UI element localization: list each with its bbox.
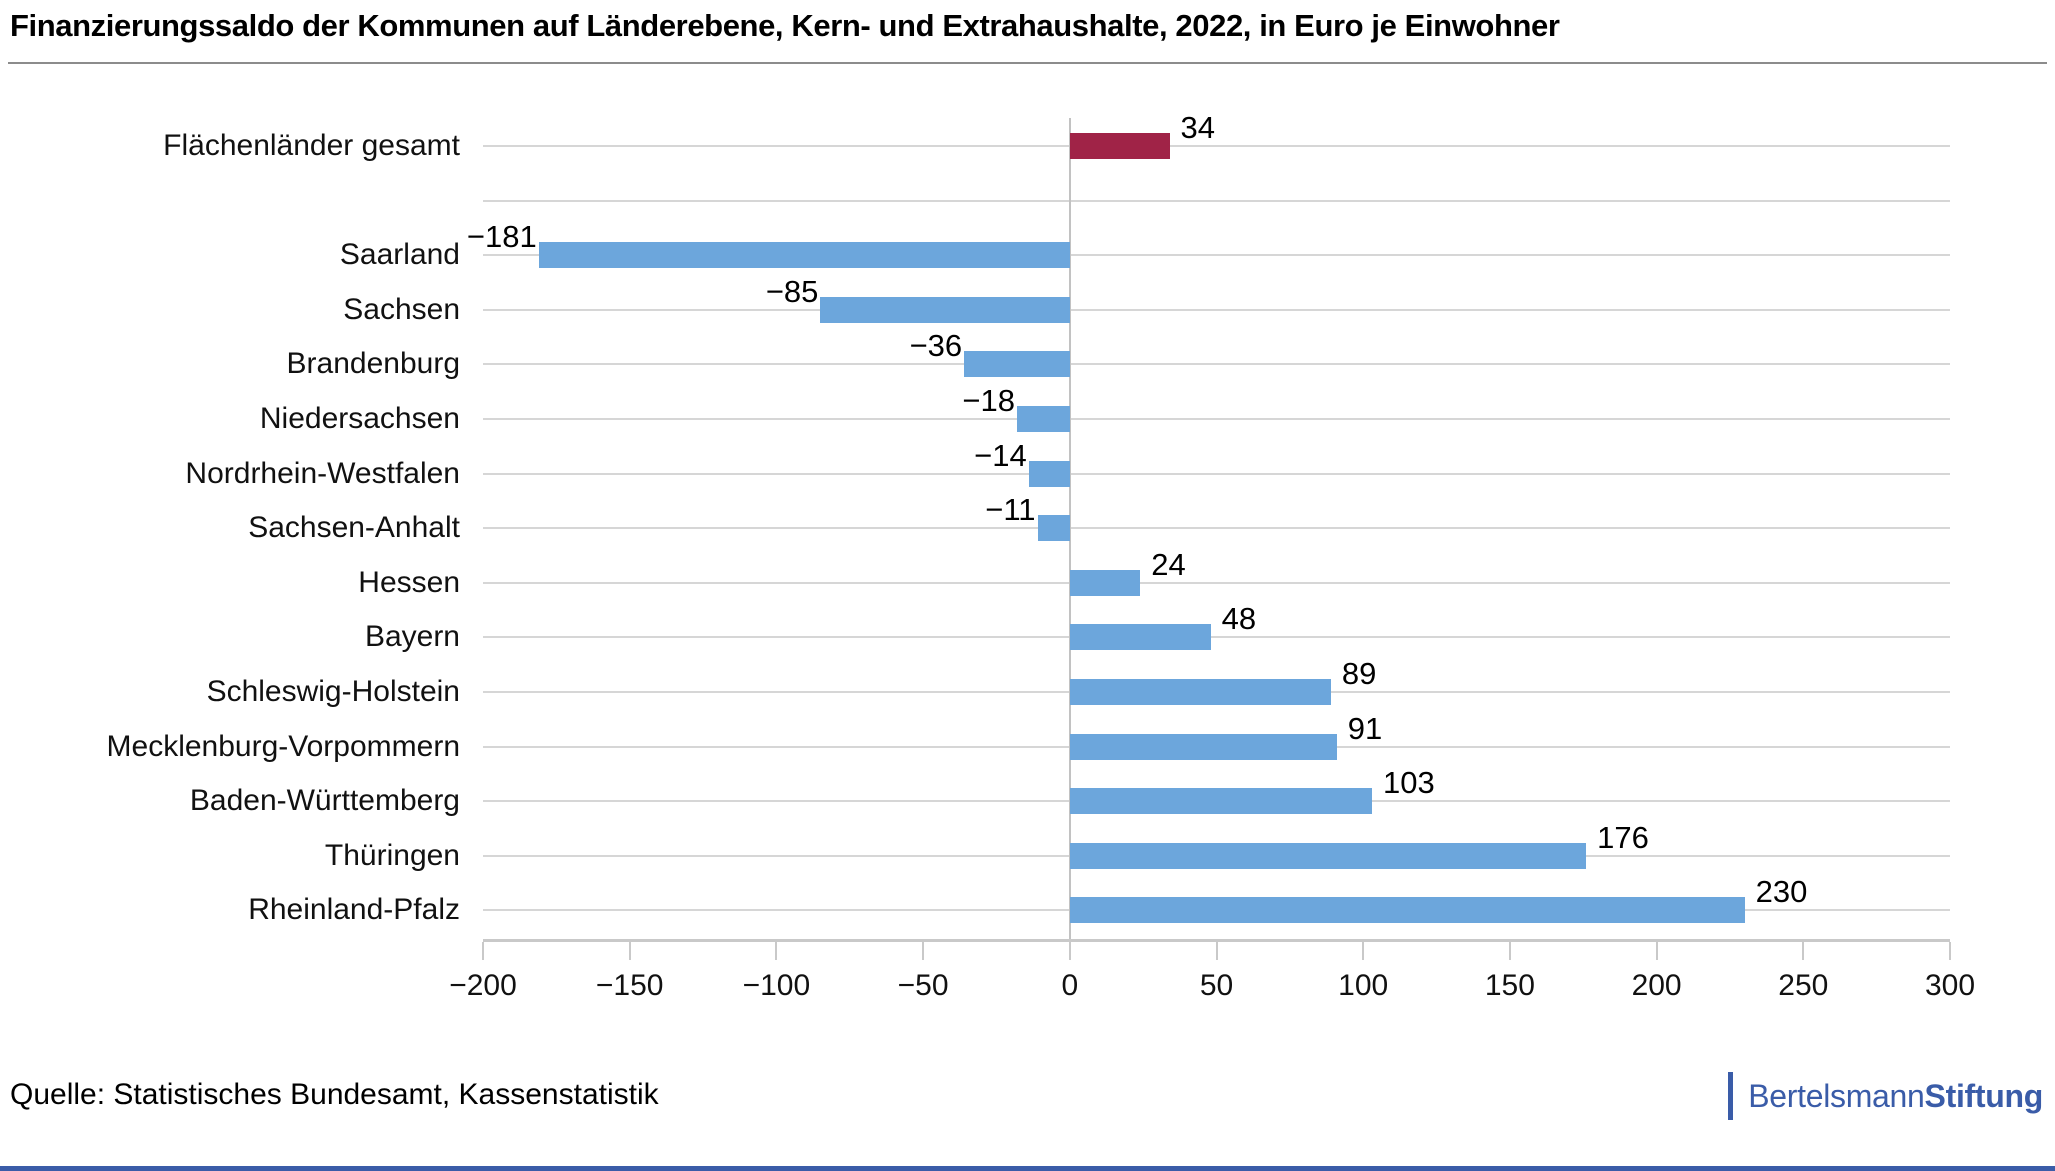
- x-axis-tick-label: 250: [1778, 969, 1829, 1002]
- zero-baseline: [1068, 118, 1071, 939]
- row-gridline: [483, 418, 1950, 420]
- bar: [1028, 460, 1070, 487]
- bar: [1069, 897, 1745, 924]
- row-gridline: [483, 472, 1950, 475]
- x-axis-tick: [628, 942, 631, 960]
- category-label: Nordrhein-Westfalen: [185, 456, 460, 490]
- row-gridline: [483, 636, 1950, 639]
- bar: [1069, 624, 1211, 651]
- category-label: Mecklenburg-Vorpommern: [106, 729, 460, 763]
- bar: [538, 242, 1070, 269]
- x-axis-tick: [775, 942, 778, 960]
- x-axis-tick-label: 300: [1924, 969, 1976, 1002]
- bar: [1069, 788, 1372, 815]
- category-label: Niedersachsen: [259, 402, 460, 435]
- value-label: 24: [1151, 546, 1186, 582]
- x-axis-tick: [1508, 942, 1511, 960]
- row-gridline: [483, 527, 1950, 530]
- x-axis-tick-label: −50: [897, 969, 949, 1002]
- logo-text-prefix: Bertelsmann: [1748, 1077, 1925, 1114]
- row-gridline: [483, 581, 1950, 584]
- x-axis-line: [483, 939, 1950, 942]
- logo-vertical-bar-icon: [1728, 1072, 1734, 1120]
- x-axis-tick: [1655, 942, 1658, 960]
- bar: [1069, 679, 1331, 705]
- category-label: Flächenländer gesamt: [163, 129, 460, 162]
- row-gridline: [483, 308, 1950, 311]
- x-axis-tick: [1215, 942, 1218, 960]
- category-label: Rheinland-Pfalz: [248, 893, 460, 927]
- x-axis-tick-label: 50: [1199, 969, 1234, 1002]
- row-gridline: [483, 254, 1950, 257]
- bottom-accent-rule: [0, 1166, 2055, 1171]
- category-label: Schleswig-Holstein: [206, 675, 460, 708]
- source-note: Quelle: Statistisches Bundesamt, Kassens…: [10, 1078, 659, 1111]
- x-axis-tick-label: 200: [1631, 969, 1682, 1002]
- x-axis-tick: [1362, 942, 1365, 960]
- category-label: Baden-Württemberg: [189, 784, 460, 818]
- bar: [1069, 569, 1141, 596]
- bar: [1037, 515, 1070, 542]
- bertelsmann-stiftung-logo: BertelsmannStiftung: [1728, 1072, 2043, 1120]
- row-gridline: [483, 145, 1950, 147]
- category-label: Bayern: [364, 620, 460, 654]
- x-axis-tick: [1068, 942, 1071, 960]
- category-label: Brandenburg: [286, 347, 460, 381]
- x-axis-tick-label: 0: [1061, 969, 1079, 1002]
- value-label: 91: [1347, 710, 1383, 746]
- bar: [820, 296, 1070, 323]
- value-label: 48: [1221, 601, 1257, 637]
- category-label: Saarland: [339, 238, 460, 272]
- x-axis-tick-label: −200: [449, 969, 517, 1002]
- value-label: −18: [962, 383, 1015, 418]
- bar: [1069, 842, 1587, 869]
- x-axis-tick-label: 150: [1484, 969, 1535, 1002]
- bar: [1016, 406, 1070, 432]
- x-axis-tick: [1949, 942, 1951, 960]
- category-label: Sachsen-Anhalt: [248, 511, 460, 545]
- x-axis-tick-label: −100: [742, 969, 811, 1002]
- row-gridline: [483, 199, 1950, 202]
- category-label: Thüringen: [324, 838, 460, 872]
- value-label: −14: [974, 437, 1027, 473]
- x-axis-tick-label: 100: [1338, 969, 1389, 1002]
- chart-title: Finanzierungssaldo der Kommunen auf Länd…: [10, 8, 1560, 43]
- title-divider: [8, 62, 2047, 64]
- bar: [964, 351, 1070, 378]
- logo-text-suffix: Stiftung: [1924, 1077, 2044, 1114]
- x-axis-tick: [482, 942, 484, 960]
- value-label: 89: [1341, 656, 1377, 691]
- value-label: −181: [466, 219, 537, 255]
- x-axis-tick-label: −150: [595, 969, 664, 1002]
- x-axis-tick: [922, 942, 925, 960]
- value-label: −85: [765, 273, 819, 309]
- value-label: 103: [1383, 765, 1435, 801]
- bar-highlight: [1069, 133, 1170, 159]
- value-label: 176: [1597, 819, 1649, 855]
- value-label: 34: [1180, 110, 1216, 145]
- value-label: −36: [909, 328, 963, 364]
- value-label: −11: [985, 492, 1036, 528]
- category-label: Hessen: [358, 565, 460, 599]
- x-axis-tick: [1802, 942, 1805, 960]
- value-label: 230: [1755, 874, 1808, 910]
- logo-text: BertelsmannStiftung: [1748, 1078, 2043, 1115]
- row-gridline: [483, 363, 1950, 366]
- category-label: Sachsen: [343, 292, 460, 326]
- bar: [1069, 733, 1337, 760]
